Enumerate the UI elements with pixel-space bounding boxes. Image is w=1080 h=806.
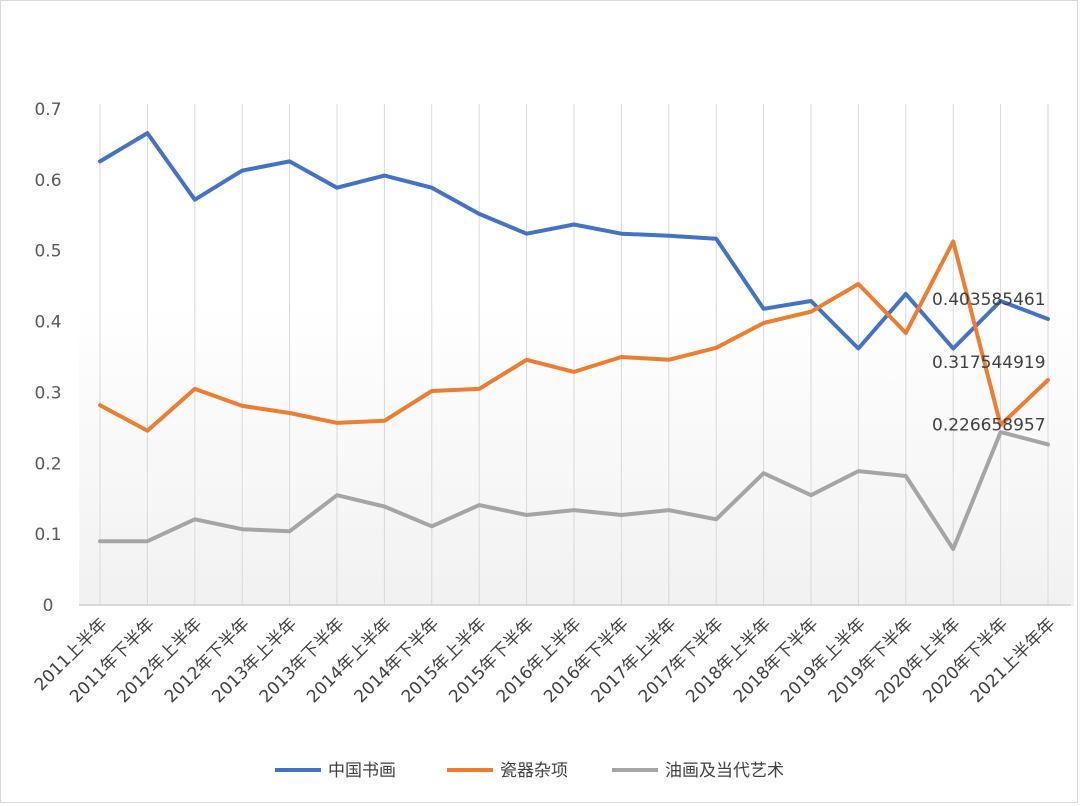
legend: 中国书画 瓷器杂项 油画及当代艺术 <box>275 761 784 781</box>
y-tick-label: 0 <box>43 596 54 616</box>
series-line <box>98 430 1050 551</box>
y-tick-label: 0.6 <box>34 171 61 191</box>
x-tick-label: 2021上半年年 <box>967 614 1060 707</box>
legend-label: 油画及当代艺术 <box>665 761 784 781</box>
data-label: 0.403585461 <box>932 290 1046 310</box>
y-tick-label: 0.1 <box>34 525 61 545</box>
series-line <box>98 131 1050 351</box>
data-label: 0.226658957 <box>932 415 1046 435</box>
y-tick-label: 0.7 <box>34 100 61 120</box>
legend-label: 中国书画 <box>328 761 396 781</box>
legend-label: 瓷器杂项 <box>500 761 568 781</box>
y-tick-label: 0.4 <box>34 313 61 333</box>
series-line <box>98 239 1050 433</box>
y-tick-label: 0.3 <box>34 383 61 403</box>
plot-background <box>79 301 1074 606</box>
y-axis: 0 0.1 0.2 0.3 0.4 0.5 0.6 0.7 <box>34 100 61 616</box>
y-tick-label: 0.2 <box>34 454 61 474</box>
y-tick-label: 0.5 <box>34 242 61 262</box>
series-lines <box>98 131 1050 551</box>
data-label: 0.317544919 <box>932 353 1046 373</box>
data-labels: 0.403585461 0.317544919 0.226658957 <box>932 290 1046 435</box>
x-axis: 2011上半年2011年下半年2012年上半年2012年下半年2013年上半年2… <box>31 604 1071 707</box>
